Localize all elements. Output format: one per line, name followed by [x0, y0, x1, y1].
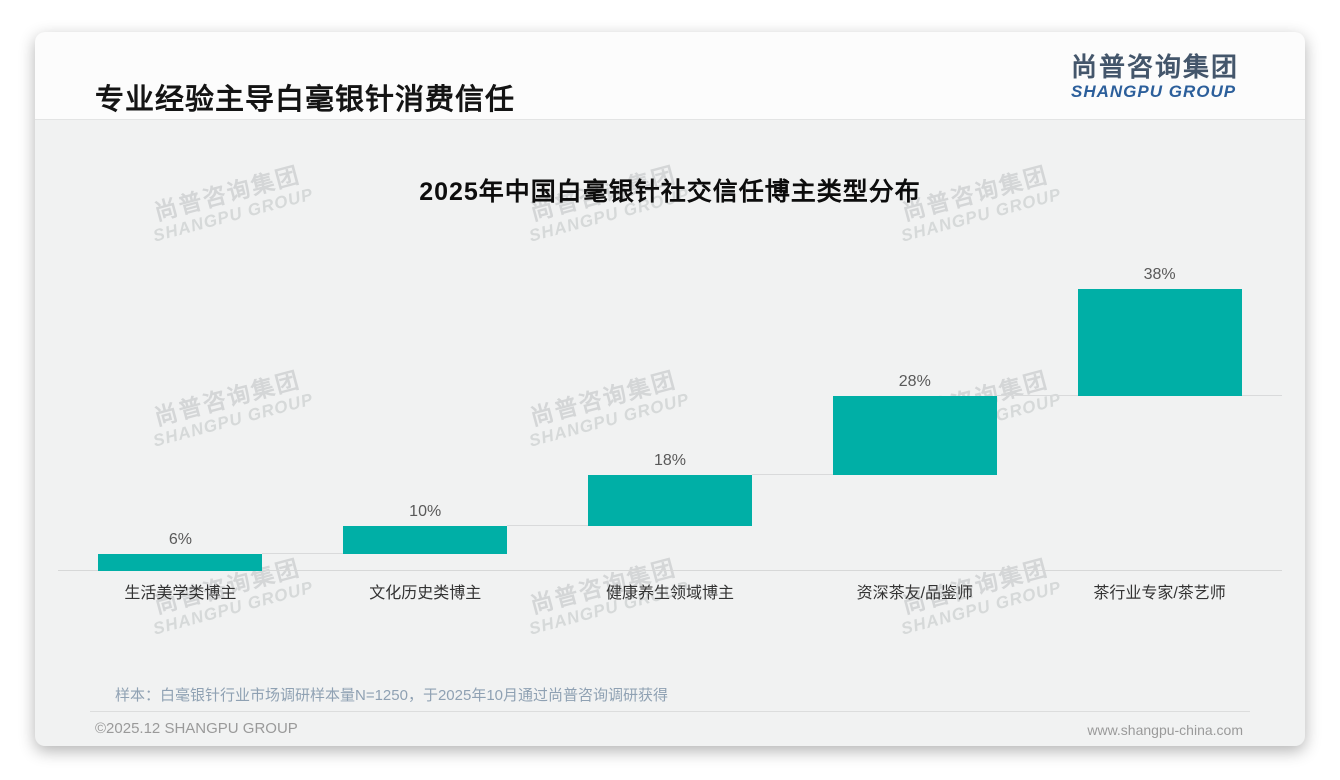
header-bar: 专业经验主导白毫银针消费信任 尚普咨询集团 SHANGPU GROUP — [35, 32, 1305, 120]
category-label: 资深茶友/品鉴师 — [856, 585, 974, 602]
bar-1 — [98, 554, 263, 571]
company-logo: 尚普咨询集团 SHANGPU GROUP — [1070, 52, 1239, 102]
bar-value-label: 18% — [653, 452, 687, 470]
category-label: 生活美学类博主 — [124, 585, 237, 602]
step-connector-line — [996, 395, 1078, 397]
copyright-text: ©2025.12 SHANGPU GROUP — [95, 720, 298, 737]
bar-value-label: 28% — [898, 373, 931, 391]
bar-value-label: 6% — [168, 531, 192, 549]
step-connector-line — [507, 524, 588, 526]
bar-3 — [588, 475, 752, 526]
category-label: 茶行业专家/茶艺师 — [1093, 585, 1226, 602]
sample-note: 样本：白毫银针行业市场调研样本量N=1250，于2025年10月通过尚普咨询调研… — [115, 687, 669, 704]
bar-5 — [1077, 289, 1242, 397]
category-label: 文化历史类博主 — [369, 585, 482, 602]
bar-2 — [343, 525, 508, 555]
footer-divider — [90, 711, 1250, 712]
website-text: www.shangpu-china.com — [1087, 722, 1243, 738]
report-card: 尚普咨询集团 SHANGPU GROUP 尚普咨询集团 SHANGPU GROUP 尚普… — [35, 32, 1305, 746]
bar-value-label: 10% — [409, 502, 442, 520]
chart-title: 2025年中国白毫银针社交信任博主类型分布 — [419, 178, 921, 206]
step-connector-line — [1241, 395, 1282, 397]
waterfall-bar-chart: 6% 10% 18% 28% 38% — [58, 266, 1282, 571]
logo-english-text: SHANGPU GROUP — [1070, 82, 1237, 102]
x-axis-category-labels: 生活美学类博主 文化历史类博主 健康养生领域博主 资深茶友/品鉴师 茶行业专家/茶艺师 — [58, 579, 1282, 603]
page-title: 专业经验主导白毫银针消费信任 — [95, 84, 516, 116]
logo-chinese-text: 尚普咨询集团 — [1070, 52, 1239, 82]
step-connector-line — [752, 474, 833, 476]
x-axis-line — [58, 570, 1282, 571]
bar-value-label: 38% — [1143, 266, 1176, 283]
step-connector-line — [262, 553, 344, 555]
bar-4 — [832, 396, 997, 476]
category-label: 健康养生领域博主 — [605, 585, 734, 602]
